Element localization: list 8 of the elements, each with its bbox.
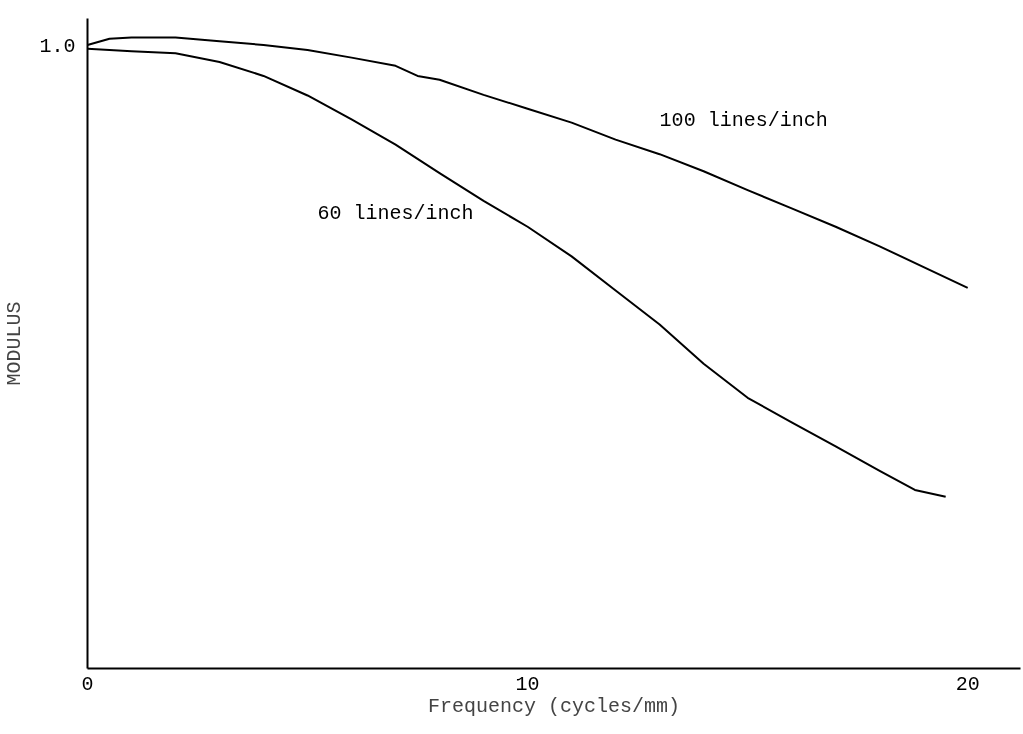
series-label: 100 lines/inch — [659, 109, 828, 133]
text: 1.0 — [39, 34, 76, 58]
x-axis-title: Frequency (cycles/mm) — [427, 694, 681, 718]
y-axis-title: MODULUS — [3, 301, 27, 386]
x-tick-label: 0 — [81, 672, 94, 696]
x-tick-label: 20 — [955, 672, 980, 696]
series-label: 60 lines/inch — [317, 202, 474, 226]
x-tick-label: 10 — [515, 672, 540, 696]
